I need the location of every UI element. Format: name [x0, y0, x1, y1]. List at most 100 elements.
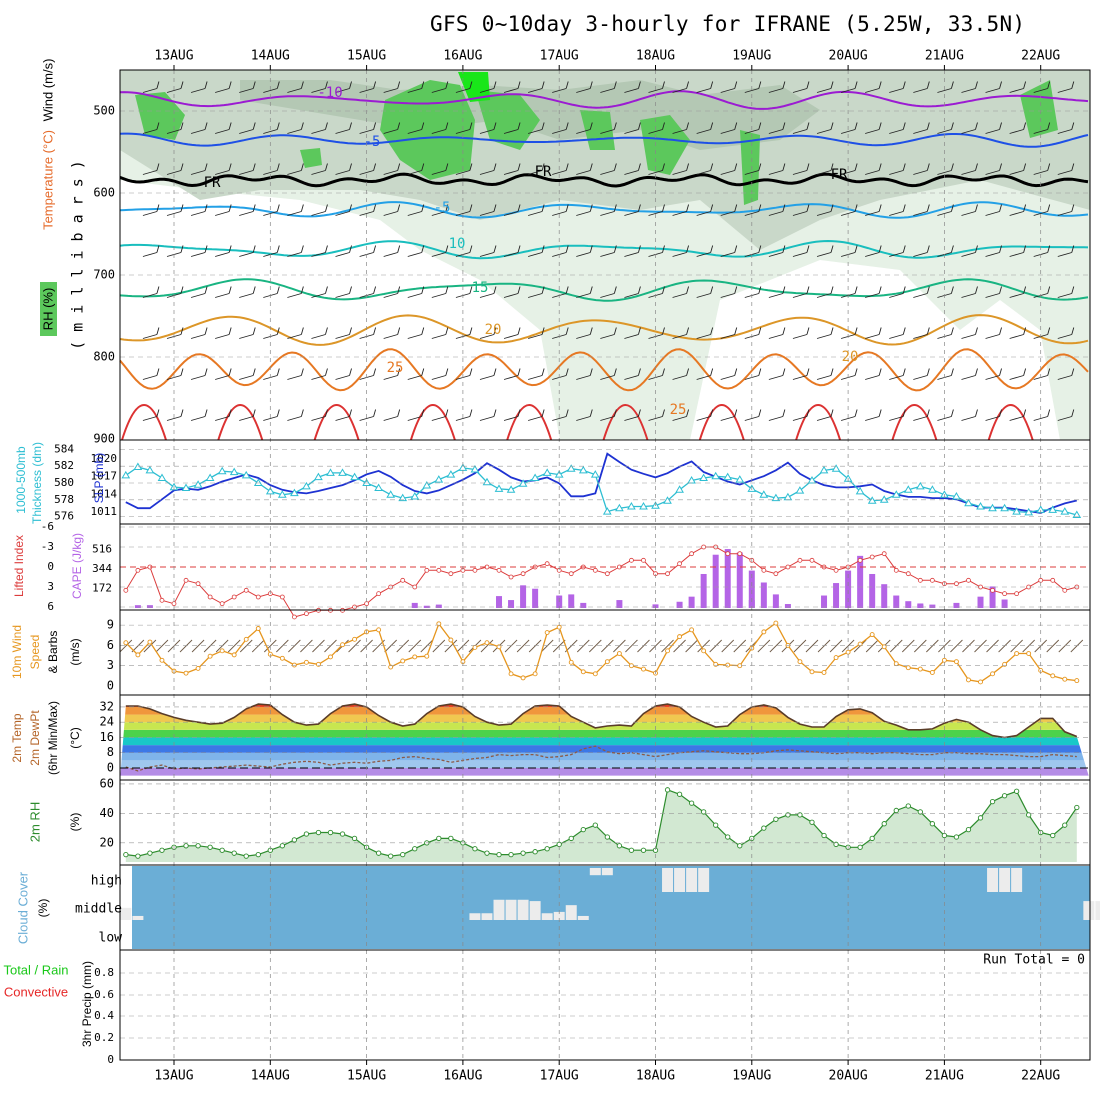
cape-bar	[520, 585, 527, 608]
wind10-point	[641, 666, 646, 672]
thickness-tick-label: 582	[54, 459, 74, 472]
upper-wind-barb-tick	[878, 245, 882, 253]
lifted-index-point	[364, 601, 370, 607]
upper-wind-barb	[190, 375, 206, 380]
thickness-point	[988, 503, 997, 512]
upper-wind-barb	[985, 88, 1000, 93]
wind10-barb	[576, 639, 590, 653]
upper-wind-barb-tick	[517, 122, 521, 130]
cloud-high-bar	[686, 868, 698, 892]
upper-wind-barb	[816, 334, 832, 339]
upper-wind-barb	[335, 334, 350, 339]
upper-wind-barb	[503, 293, 519, 298]
upper-wind-barb	[913, 293, 928, 298]
upper-wind-barb-tick	[252, 81, 256, 89]
upper-wind-barb-tick	[589, 368, 593, 376]
wind10-point	[821, 670, 827, 675]
upper-wind-barb-tick	[1023, 327, 1027, 335]
upper-wind-barb-tick	[1071, 204, 1075, 212]
upper-wind-barb-tick	[421, 204, 425, 212]
wind10-point	[279, 655, 285, 661]
upper-wind-barb	[455, 129, 471, 134]
rh2m-point	[327, 829, 334, 836]
thickness-point	[627, 502, 636, 510]
upper-wind-barb	[407, 293, 422, 298]
upper-wind-barb-tick	[902, 204, 906, 212]
thickness-point	[1012, 507, 1021, 515]
upper-wind-barb-tick	[782, 286, 786, 294]
wind10-barb	[324, 639, 337, 653]
lifted-index-point	[737, 551, 743, 557]
temp-contour-freezing	[119, 172, 1089, 188]
thickness-axis-title: 1000-500mb	[14, 446, 28, 514]
thickness-point	[133, 462, 143, 470]
upper-wind-barb-tick	[349, 327, 352, 335]
rh2m-point	[953, 834, 960, 840]
thickness-point	[205, 473, 215, 481]
upper-wind-barb	[696, 170, 711, 175]
upper-wind-barb-tick	[1071, 245, 1075, 253]
upper-wind-barb	[503, 88, 519, 93]
wind10-barb	[251, 639, 265, 653]
wind10-point	[869, 632, 875, 638]
upper-wind-barb	[383, 170, 398, 175]
thickness-point	[711, 471, 721, 480]
upper-wind-barb	[720, 293, 735, 298]
lifted-index-point	[568, 571, 574, 577]
upper-wind-barb	[528, 129, 543, 134]
wind10-point	[484, 640, 490, 646]
date-label-top: 17AUG	[540, 49, 579, 64]
upper-wind-barb-tick	[637, 81, 641, 89]
upper-wind-barb-tick	[517, 368, 521, 376]
upper-wind-barb-tick	[373, 163, 377, 171]
legend-temperature: Temperature (°C)	[40, 130, 55, 230]
wind10-point	[990, 671, 995, 677]
thickness-point	[1048, 505, 1058, 513]
rh2m-point	[628, 847, 635, 853]
temp-contour-10	[119, 239, 1089, 260]
upper-wind-barb-tick	[734, 163, 738, 171]
upper-wind-barb	[1009, 416, 1024, 421]
upper-wind-barb-tick	[276, 409, 280, 417]
wind10-barb	[1022, 639, 1035, 653]
upper-wind-barb	[576, 293, 591, 298]
cape-bar	[616, 600, 623, 608]
upper-wind-barb	[1057, 334, 1072, 339]
wind10-barb	[396, 639, 410, 653]
upper-wind-barb-tick	[613, 409, 617, 417]
date-label-bottom: 18AUG	[636, 1069, 675, 1084]
upper-wind-barb-tick	[325, 122, 328, 130]
temp-band	[120, 745, 1090, 753]
upper-wind-barb-tick	[421, 327, 425, 335]
upper-wind-barb-tick	[445, 327, 449, 335]
cloud-high-bar	[589, 868, 601, 876]
upper-wind-barb	[913, 129, 928, 134]
upper-wind-barb	[166, 211, 182, 216]
dewpoint-line	[125, 745, 1077, 772]
wind10-barb	[637, 639, 650, 653]
lifted-index-point	[1050, 577, 1056, 583]
upper-wind-barb	[479, 211, 495, 216]
temp-contour-30	[795, 404, 842, 441]
cape-bar	[580, 602, 587, 608]
rh2m-point	[1050, 832, 1056, 839]
lifted-index-point	[376, 591, 382, 597]
upper-wind-barb	[287, 211, 302, 216]
upper-wind-barb	[215, 88, 230, 93]
upper-wind-barb-tick	[517, 409, 521, 417]
upper-wind-barb-tick	[926, 245, 930, 253]
li-tick-label: -6	[41, 520, 54, 533]
cape-bar	[496, 596, 503, 608]
thickness-point	[1024, 507, 1034, 516]
upper-wind-barb	[1009, 293, 1024, 298]
temp-contour-25	[119, 348, 1089, 392]
pressure-axis-title: ( m i l l i b a r s )	[69, 160, 87, 350]
cloud-middle-bar	[541, 913, 553, 920]
upper-wind-barb-tick	[180, 81, 184, 89]
upper-wind-barb-tick	[349, 122, 352, 130]
upper-wind-barb	[913, 416, 928, 421]
rh-green-blob	[1020, 80, 1058, 138]
wind10-point	[604, 659, 610, 665]
wind10-point	[978, 679, 983, 685]
upper-wind-barb	[600, 88, 615, 93]
